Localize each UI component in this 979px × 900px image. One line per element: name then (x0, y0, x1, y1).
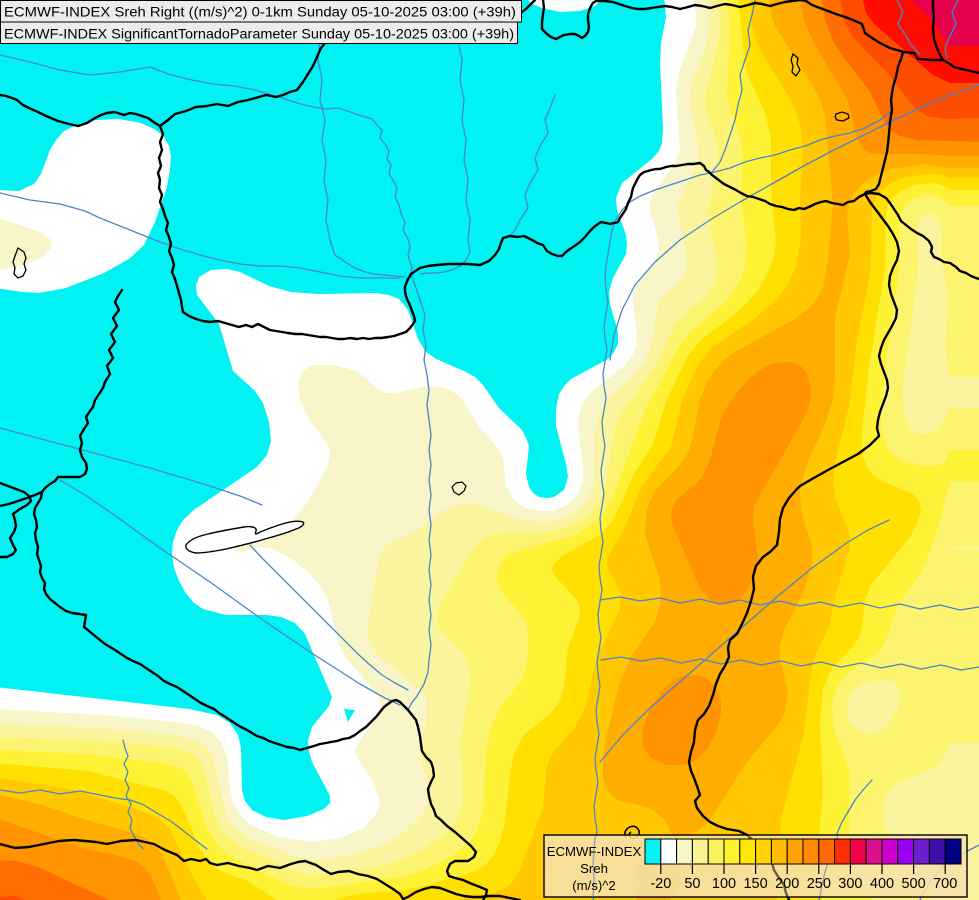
svg-text:ECMWF-INDEX Sreh Right ((m/s)^: ECMWF-INDEX Sreh Right ((m/s)^2) 0-1km S… (4, 4, 516, 20)
svg-text:Sreh: Sreh (580, 861, 608, 876)
svg-text:(m/s)^2: (m/s)^2 (572, 878, 616, 893)
svg-text:ECMWF-INDEX: ECMWF-INDEX (547, 844, 642, 859)
svg-text:-20: -20 (650, 876, 671, 892)
svg-text:100: 100 (712, 876, 736, 892)
svg-text:500: 500 (901, 876, 925, 892)
svg-text:150: 150 (743, 876, 767, 892)
svg-text:700: 700 (933, 876, 957, 892)
svg-text:ECMWF-INDEX SignificantTornado: ECMWF-INDEX SignificantTornadoParameter … (4, 26, 514, 42)
svg-text:50: 50 (684, 876, 700, 892)
svg-text:300: 300 (838, 876, 862, 892)
svg-text:400: 400 (870, 876, 894, 892)
svg-text:250: 250 (807, 876, 831, 892)
svg-text:200: 200 (775, 876, 799, 892)
